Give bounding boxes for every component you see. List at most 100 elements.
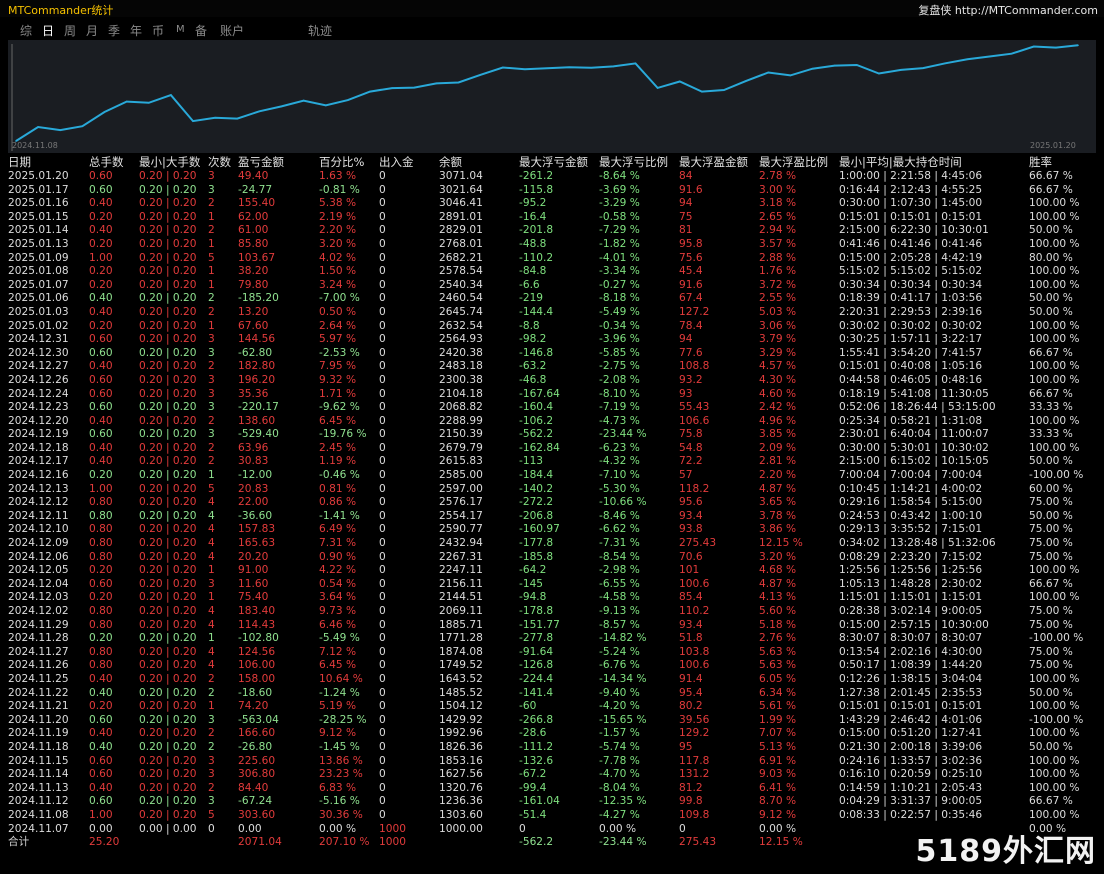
tab-quarter[interactable]: 季: [108, 24, 121, 38]
table-row[interactable]: 2024.12.02 0.80 0.20 | 0.20 4 183.40 9.73 % 0 2…: [0, 605, 1104, 619]
table-row[interactable]: 2025.01.14 0.40 0.20 | 0.20 2 61.00 2.20 % 0 28…: [0, 224, 1104, 238]
table-row[interactable]: 2024.11.29 0.80 0.20 | 0.20 4 114.43 6.46 % 0 1…: [0, 619, 1104, 633]
table-cell: 0: [379, 373, 386, 386]
table-row[interactable]: 2025.01.07 0.20 0.20 | 0.20 1 79.80 3.24 % 0 25…: [0, 279, 1104, 293]
table-row[interactable]: 2024.11.12 0.60 0.20 | 0.20 3 -67.24 -5.16 % 0…: [0, 795, 1104, 809]
table-cell: 5: [208, 251, 215, 264]
table-row[interactable]: 2025.01.20 0.60 0.20 | 0.20 3 49.40 1.63 % 0 30…: [0, 170, 1104, 184]
table-row[interactable]: 2024.11.15 0.60 0.20 | 0.20 3 225.60 13.86 % 0…: [0, 755, 1104, 769]
equity-point: [125, 100, 128, 103]
table-row[interactable]: 2025.01.15 0.20 0.20 | 0.20 1 62.00 2.19 % 0 28…: [0, 211, 1104, 225]
table-cell: 2.20 %: [319, 224, 357, 237]
table-cell: 2024.11.12: [8, 795, 69, 808]
column-header[interactable]: 余额: [439, 155, 462, 169]
column-header[interactable]: 最大浮亏金额: [519, 155, 588, 169]
table-row[interactable]: 2024.12.23 0.60 0.20 | 0.20 3 -220.17 -9.62 %…: [0, 401, 1104, 415]
tab-note[interactable]: 备: [195, 24, 208, 38]
table-cell: -2.98 %: [599, 564, 640, 577]
table-cell: 1.71 %: [319, 387, 357, 400]
column-header[interactable]: 百分比%: [319, 155, 365, 169]
table-row[interactable]: 2024.12.04 0.60 0.20 | 0.20 3 11.60 0.54 % 0 21…: [0, 578, 1104, 592]
table-row[interactable]: 2025.01.17 0.60 0.20 | 0.20 3 -24.77 -0.81 % 0…: [0, 184, 1104, 198]
table-row[interactable]: 2024.12.17 0.40 0.20 | 0.20 2 30.83 1.19 % 0 26…: [0, 455, 1104, 469]
table-row[interactable]: 2024.11.08 1.00 0.20 | 0.20 5 303.60 30.36 % 0…: [0, 809, 1104, 823]
table-row[interactable]: 2024.12.09 0.80 0.20 | 0.20 4 165.63 7.31 % 0 2…: [0, 537, 1104, 551]
tab-symbol[interactable]: 币: [152, 24, 165, 38]
table-cell: 12.15 %: [759, 537, 803, 550]
table-row[interactable]: 2024.12.06 0.80 0.20 | 0.20 4 20.20 0.90 % 0 22…: [0, 551, 1104, 565]
column-header[interactable]: 最大浮盈金额: [679, 155, 748, 169]
column-header[interactable]: 日期: [8, 155, 31, 169]
table-row[interactable]: 2025.01.03 0.40 0.20 | 0.20 2 13.20 0.50 % 0 26…: [0, 306, 1104, 320]
column-header[interactable]: 最小|平均|最大持仓时间: [839, 155, 962, 169]
table-row[interactable]: 2025.01.13 0.20 0.20 | 0.20 1 85.80 3.20 % 0 27…: [0, 238, 1104, 252]
table-row[interactable]: 2025.01.02 0.20 0.20 | 0.20 1 67.60 2.64 % 0 26…: [0, 320, 1104, 334]
table-row[interactable]: 2024.11.19 0.40 0.20 | 0.20 2 166.60 9.12 % 0 1…: [0, 727, 1104, 741]
table-cell: 0: [519, 822, 526, 835]
tab-account[interactable]: 账户: [220, 24, 245, 38]
column-header[interactable]: 最大浮亏比例: [599, 155, 668, 169]
table-cell: 2682.21: [439, 251, 483, 264]
table-cell: 2025.01.06: [8, 292, 69, 305]
column-header[interactable]: 盈亏金额: [238, 155, 284, 169]
tab-year[interactable]: 年: [130, 24, 143, 38]
table-cell: 5: [208, 482, 215, 495]
tab-track[interactable]: 轨迹: [308, 24, 333, 38]
table-row[interactable]: 2024.11.07 0.00 0.00 | 0.00 0 0.00 0.00 % 1000…: [0, 823, 1104, 837]
table-row[interactable]: 2024.11.21 0.20 0.20 | 0.20 1 74.20 5.19 % 0 15…: [0, 700, 1104, 714]
table-row[interactable]: 2024.11.28 0.20 0.20 | 0.20 1 -102.80 -5.49 %…: [0, 632, 1104, 646]
table-row[interactable]: 2024.12.11 0.80 0.20 | 0.20 4 -36.60 -1.41 % 0…: [0, 510, 1104, 524]
table-row[interactable]: 2024.12.03 0.20 0.20 | 0.20 1 75.40 3.64 % 0 21…: [0, 591, 1104, 605]
table-row[interactable]: 2024.12.24 0.60 0.20 | 0.20 3 35.36 1.71 % 0 21…: [0, 388, 1104, 402]
table-cell: -14.34 %: [599, 672, 647, 685]
table-cell: 0.20: [89, 278, 113, 291]
table-row[interactable]: 2024.12.30 0.60 0.20 | 0.20 3 -62.80 -2.53 % 0…: [0, 347, 1104, 361]
table-row[interactable]: 2024.12.19 0.60 0.20 | 0.20 3 -529.40 -19.76 …: [0, 428, 1104, 442]
table-row[interactable]: 2024.12.31 0.60 0.20 | 0.20 3 144.56 5.97 % 0 2…: [0, 333, 1104, 347]
table-cell: -0.27 %: [599, 278, 640, 291]
table-cell: 2483.18: [439, 360, 483, 373]
tab-month[interactable]: 月: [86, 24, 99, 38]
table-row[interactable]: 2024.12.20 0.40 0.20 | 0.20 2 138.60 6.45 % 0 2…: [0, 415, 1104, 429]
table-cell: 100.00 %: [1029, 441, 1080, 454]
table-row[interactable]: 2024.11.20 0.60 0.20 | 0.20 3 -563.04 -28.25 …: [0, 714, 1104, 728]
table-row[interactable]: 2024.12.05 0.20 0.20 | 0.20 1 91.00 4.22 % 0 22…: [0, 564, 1104, 578]
table-cell: 2024.11.29: [8, 618, 69, 631]
table-row[interactable]: 2024.12.16 0.20 0.20 | 0.20 1 -12.00 -0.46 % 0…: [0, 469, 1104, 483]
table-row[interactable]: 2025.01.06 0.40 0.20 | 0.20 2 -185.20 -7.00 %…: [0, 292, 1104, 306]
table-row[interactable]: 2024.11.18 0.40 0.20 | 0.20 2 -26.80 -1.45 % 0…: [0, 741, 1104, 755]
column-header[interactable]: 最大浮盈比例: [759, 155, 828, 169]
table-row[interactable]: 2025.01.16 0.40 0.20 | 0.20 2 155.40 5.38 % 0 3…: [0, 197, 1104, 211]
table-row[interactable]: 2024.11.14 0.60 0.20 | 0.20 3 306.80 23.23 % 0…: [0, 768, 1104, 782]
column-header[interactable]: 胜率: [1029, 155, 1052, 169]
table-total-row: 合计 25.20 2071.04 207.10 % 1000 -562.2 -23.44 %…: [0, 836, 1104, 850]
tab-magic[interactable]: M: [176, 24, 185, 35]
table-row[interactable]: 2025.01.09 1.00 0.20 | 0.20 5 103.67 4.02 % 0 2…: [0, 252, 1104, 266]
table-row[interactable]: 2024.11.25 0.40 0.20 | 0.20 2 158.00 10.64 % 0…: [0, 673, 1104, 687]
table-row[interactable]: 2024.12.26 0.60 0.20 | 0.20 3 196.20 9.32 % 0 2…: [0, 374, 1104, 388]
table-row[interactable]: 2024.12.13 1.00 0.20 | 0.20 5 20.83 0.81 % 0 25…: [0, 483, 1104, 497]
tab-summary[interactable]: 综: [20, 24, 33, 38]
table-cell: 0.40: [89, 414, 113, 427]
table-row[interactable]: 2024.11.22 0.40 0.20 | 0.20 2 -18.60 -1.24 % 0…: [0, 687, 1104, 701]
table-row[interactable]: 2024.11.26 0.80 0.20 | 0.20 4 106.00 6.45 % 0 1…: [0, 659, 1104, 673]
column-header[interactable]: 次数: [208, 155, 231, 169]
brand-link[interactable]: 复盘侠 http://MTCommander.com: [918, 4, 1098, 17]
table-row[interactable]: 2025.01.08 0.20 0.20 | 0.20 1 38.20 1.50 % 0 25…: [0, 265, 1104, 279]
table-row[interactable]: 2024.12.27 0.40 0.20 | 0.20 2 182.80 7.95 % 0 2…: [0, 360, 1104, 374]
watermark-text: 5189外汇网: [915, 834, 1096, 869]
column-header[interactable]: 最小|大手数: [139, 155, 201, 169]
table-cell: 50.00 %: [1029, 455, 1073, 468]
table-row[interactable]: 2024.12.18 0.40 0.20 | 0.20 2 63.96 2.45 % 0 26…: [0, 442, 1104, 456]
column-header[interactable]: 总手数: [89, 155, 124, 169]
table-row[interactable]: 2024.11.27 0.80 0.20 | 0.20 4 124.56 7.12 % 0 1…: [0, 646, 1104, 660]
table-row[interactable]: 2024.11.13 0.40 0.20 | 0.20 2 84.40 6.83 % 0 13…: [0, 782, 1104, 796]
table-row[interactable]: 2024.12.12 0.80 0.20 | 0.20 4 22.00 0.86 % 0 25…: [0, 496, 1104, 510]
table-cell: 0.90 %: [319, 550, 357, 563]
table-cell: 1.50 %: [319, 265, 357, 278]
tab-day[interactable]: 日: [42, 24, 55, 38]
column-header[interactable]: 出入金: [379, 155, 414, 169]
table-cell: 7.12 %: [319, 645, 357, 658]
table-row[interactable]: 2024.12.10 0.80 0.20 | 0.20 4 157.83 6.49 % 0 2…: [0, 523, 1104, 537]
tab-week[interactable]: 周: [64, 24, 77, 38]
